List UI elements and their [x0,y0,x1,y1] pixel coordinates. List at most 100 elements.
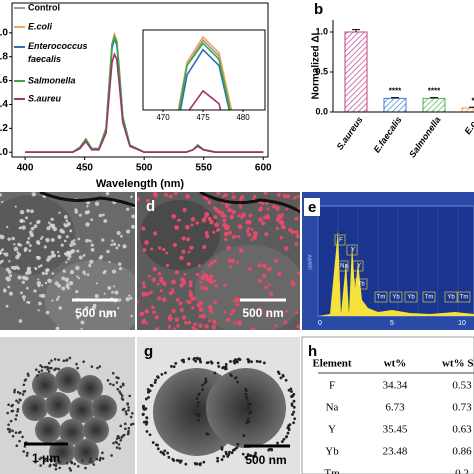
particle [103,219,108,223]
small-particle [169,364,173,368]
labeled-particle [285,207,289,211]
small-particle [126,403,130,406]
labeled-particle [268,283,271,287]
particle [63,214,68,219]
labeled-particle [252,196,256,200]
small-particle [120,436,123,439]
small-particle [11,429,14,433]
particle [113,285,116,288]
spectrum-line [25,52,264,154]
labeled-particle [142,284,147,289]
small-particle [249,410,253,414]
labeled-particle [179,255,184,261]
small-particle [175,458,179,462]
small-particle [22,450,26,453]
small-particle [246,357,250,361]
labeled-particle [214,284,218,288]
small-particle [196,356,199,360]
labeled-particle [186,237,191,242]
small-particle [234,376,238,380]
small-particle [34,368,38,371]
particle [50,238,55,242]
labeled-particle [263,215,268,220]
small-particle [280,440,284,443]
particle [25,286,29,290]
small-particle [195,412,198,416]
small-particle [48,366,52,370]
particle [47,278,52,284]
labeled-particle [288,228,293,232]
nanoparticle [35,417,61,443]
labeled-particle [245,229,250,233]
small-particle [146,388,150,391]
table-cell: 34.34 [383,380,408,392]
table-header: wt% Sig [442,358,474,370]
small-particle [65,461,69,465]
particle [83,272,87,276]
labeled-particle [224,225,230,231]
small-particle [18,391,22,395]
table-header: Element [312,358,351,370]
x-tick-label: 0 [318,320,322,327]
labeled-particle [193,322,197,326]
labeled-particle [200,275,206,281]
particle [117,243,121,247]
particle [76,249,80,253]
labeled-particle [187,320,191,325]
small-particle [127,426,131,430]
small-particle [279,376,283,380]
labeled-particle [250,327,256,330]
labeled-particle [168,314,172,317]
small-particle [281,374,285,378]
peak-label-box [404,291,418,303]
labeled-particle [266,207,270,211]
small-particle [246,417,250,421]
small-particle [224,363,228,366]
labeled-particle [183,272,187,276]
labeled-particle [182,207,187,212]
particle [63,239,67,243]
small-particle [58,461,62,464]
small-particle [262,361,266,365]
peak-label: Na [340,264,348,270]
small-particle [199,462,202,465]
small-particle [167,455,171,459]
particle [6,225,9,229]
labeled-particle [161,281,167,286]
labeled-particle [159,276,164,281]
y-tick-label: 0.0 [315,106,328,116]
table-cell: F [329,380,335,392]
small-particle [127,429,130,433]
labeled-particle [179,283,184,288]
small-particle [54,467,58,471]
small-particle [115,441,119,444]
labeled-particle [290,280,295,284]
peak-label: Yb [447,295,455,301]
labeled-particle [198,323,203,328]
labeled-particle [156,282,160,286]
small-particle [37,370,41,374]
small-particle [144,407,148,411]
labeled-particle [294,230,299,235]
labeled-particle [198,314,202,319]
peak-label-box [422,291,436,303]
small-particle [216,459,220,463]
particle [28,249,32,253]
x-tick-label: 600 [255,163,272,174]
particle [75,290,79,294]
labeled-particle [145,322,149,325]
labeled-particle [190,296,195,302]
small-particle [253,454,257,458]
labeled-particle [171,214,177,219]
labeled-particle [224,237,228,242]
small-particle [47,361,51,365]
labeled-particle [150,247,154,251]
labeled-particle [154,315,159,320]
labeled-particle [207,200,212,205]
labeled-particle [195,272,200,277]
axes-frame [11,2,269,158]
labeled-particle [181,315,187,320]
small-particle [17,401,20,404]
particle [61,286,66,291]
labeled-particle [232,321,237,325]
